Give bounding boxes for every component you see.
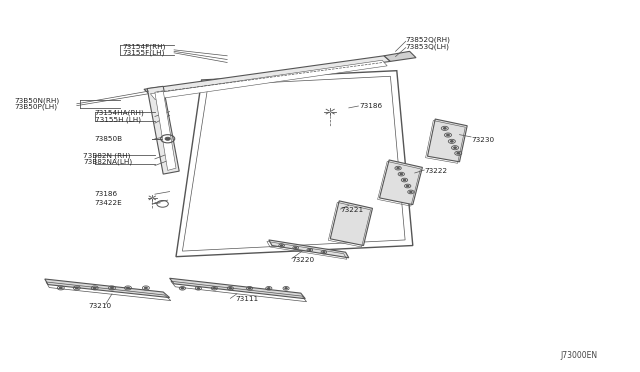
Polygon shape <box>147 86 179 174</box>
Text: 73B82NA(LH): 73B82NA(LH) <box>83 159 132 166</box>
Text: 73221: 73221 <box>340 207 364 213</box>
Text: 73850B: 73850B <box>95 136 123 142</box>
Text: 73186: 73186 <box>360 103 383 109</box>
Text: 73155H (LH): 73155H (LH) <box>95 116 141 123</box>
Circle shape <box>406 185 409 187</box>
Circle shape <box>165 137 170 140</box>
Circle shape <box>197 288 200 289</box>
Polygon shape <box>45 279 170 298</box>
Text: 73B50N(RH): 73B50N(RH) <box>14 97 60 104</box>
Circle shape <box>308 249 311 251</box>
Circle shape <box>294 247 297 248</box>
Polygon shape <box>428 119 467 162</box>
Text: 73111: 73111 <box>236 296 259 302</box>
Text: 73186: 73186 <box>95 191 118 197</box>
Polygon shape <box>182 76 405 251</box>
Circle shape <box>229 288 232 289</box>
Circle shape <box>403 179 406 181</box>
Text: 73852Q(RH): 73852Q(RH) <box>406 37 451 44</box>
Polygon shape <box>170 278 305 299</box>
Circle shape <box>457 153 460 154</box>
Circle shape <box>410 191 412 193</box>
Text: 73155F(LH): 73155F(LH) <box>123 50 165 57</box>
Text: J73000EN: J73000EN <box>560 351 597 360</box>
Circle shape <box>127 287 129 289</box>
Polygon shape <box>155 91 176 170</box>
Text: 73154F(RH): 73154F(RH) <box>123 43 166 50</box>
Text: 73154HA(RH): 73154HA(RH) <box>95 110 145 116</box>
Circle shape <box>268 288 270 289</box>
Text: 73B50P(LH): 73B50P(LH) <box>14 104 57 110</box>
Circle shape <box>444 128 446 129</box>
Polygon shape <box>384 51 416 61</box>
Circle shape <box>181 288 184 289</box>
Text: 73230: 73230 <box>471 137 494 143</box>
Polygon shape <box>144 56 390 95</box>
Circle shape <box>285 288 287 289</box>
Text: 73210: 73210 <box>88 303 111 309</box>
Circle shape <box>76 287 78 289</box>
Polygon shape <box>330 201 372 246</box>
Circle shape <box>400 173 403 175</box>
Circle shape <box>451 141 453 142</box>
Text: 73222: 73222 <box>424 168 447 174</box>
Circle shape <box>248 288 251 289</box>
Polygon shape <box>269 240 349 258</box>
Text: 73B82N (RH): 73B82N (RH) <box>83 152 131 159</box>
Circle shape <box>60 287 62 289</box>
Text: 73220: 73220 <box>292 257 315 263</box>
Circle shape <box>447 134 449 136</box>
Circle shape <box>397 167 399 169</box>
Circle shape <box>323 251 325 253</box>
Polygon shape <box>380 160 422 205</box>
Text: 73853Q(LH): 73853Q(LH) <box>406 44 450 50</box>
Circle shape <box>145 287 147 289</box>
Circle shape <box>93 287 96 289</box>
Text: 73422E: 73422E <box>95 200 122 206</box>
Polygon shape <box>176 71 413 257</box>
Circle shape <box>280 245 283 246</box>
Circle shape <box>454 147 456 148</box>
Circle shape <box>213 288 216 289</box>
Polygon shape <box>150 60 387 99</box>
Circle shape <box>111 287 113 289</box>
